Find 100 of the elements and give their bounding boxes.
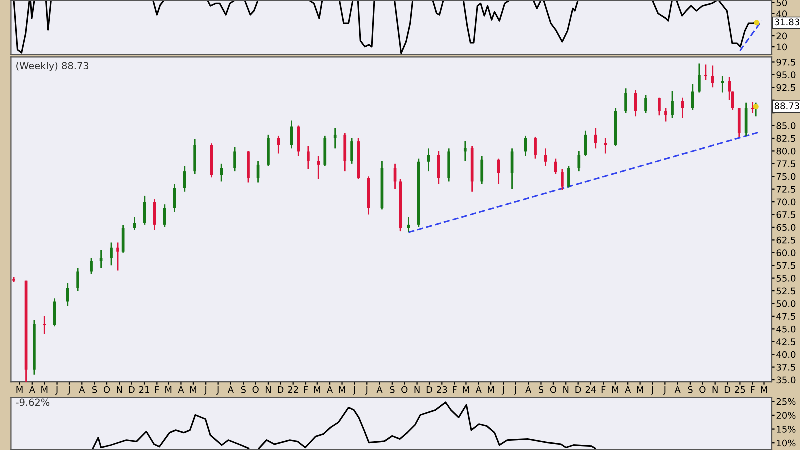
candlestick: [561, 168, 564, 192]
candlestick: [554, 158, 558, 175]
candlestick: [350, 138, 354, 165]
candlestick: [76, 267, 80, 292]
x-tick-label: 25: [735, 386, 746, 394]
x-tick-label: J: [651, 386, 654, 395]
candlestick: [671, 90, 674, 119]
y-tick-label: 45.0: [776, 326, 796, 333]
annotation: 88.73: [774, 102, 800, 110]
candlestick: [644, 94, 648, 114]
candlestick: [66, 282, 70, 307]
x-tick-label: J: [216, 386, 219, 395]
y-tick-label: 10: [777, 44, 788, 51]
x-tick-label: O: [550, 386, 557, 394]
candlestick: [658, 97, 661, 116]
x-tick-label: 22: [288, 386, 298, 394]
x-tick-label: D: [129, 386, 135, 394]
candlestick: [497, 158, 500, 185]
y-tick-label: 50: [776, 0, 788, 6]
x-tick-label: J: [204, 386, 207, 395]
x-tick-label: N: [712, 386, 718, 394]
y-tick-label: 20: [776, 32, 788, 40]
y-tick-label: 57.5: [776, 262, 796, 270]
x-tick-label: O: [700, 386, 706, 394]
x-tick-label: D: [576, 386, 582, 394]
y-tick-label: 60.0: [776, 250, 796, 256]
x-tick-label: J: [502, 386, 504, 395]
x-tick-label: A: [29, 386, 36, 394]
y-tick-label: 55.0: [776, 275, 796, 282]
candlestick: [220, 163, 224, 182]
y-tick-label: 50.0: [776, 300, 796, 308]
x-tick-label: 24: [586, 386, 596, 394]
y-tick-label: 85.0: [776, 122, 796, 130]
candlestick: [234, 146, 236, 172]
candlestick: [437, 150, 440, 185]
y-tick-label: 92.5: [776, 84, 796, 92]
candlestick: [711, 65, 714, 88]
x-tick-label: S: [390, 386, 395, 394]
x-tick-label: A: [376, 386, 383, 394]
candlestick: [90, 257, 93, 275]
x-tick-label: S: [92, 386, 98, 394]
y-tick-label: 47.5: [776, 313, 796, 320]
x-tick-label: O: [104, 386, 110, 394]
y-tick-label: 72.5: [776, 186, 796, 193]
y-tick-label: 70.0: [776, 198, 796, 206]
candlestick: [698, 63, 701, 94]
candlestick: [277, 135, 280, 154]
candlestick: [578, 150, 581, 172]
x-tick-label: 23: [437, 386, 448, 394]
x-tick-label: M: [314, 386, 320, 394]
x-tick-label: M: [612, 386, 618, 394]
y-tick-label: 35.0: [776, 376, 796, 384]
candlestick: [144, 195, 146, 226]
candlestick: [116, 242, 120, 272]
candlestick: [43, 316, 46, 335]
x-tick-label: M: [637, 386, 644, 394]
candlestick: [568, 166, 570, 189]
candlestick: [334, 128, 337, 150]
x-tick-label: D: [426, 386, 432, 394]
x-tick-label: J: [663, 386, 666, 395]
x-tick-label: J: [353, 386, 356, 395]
candlestick: [183, 166, 186, 193]
x-tick-label: F: [155, 386, 160, 394]
x-tick-label: M: [42, 386, 48, 394]
y-tick-label: 95.0: [776, 72, 796, 79]
y-tick-label: 20%: [776, 412, 796, 420]
annotation: 31.83: [774, 18, 800, 26]
x-tick-label: 21: [139, 386, 150, 394]
x-tick-label: F: [602, 386, 606, 394]
x-tick-label: A: [625, 386, 632, 394]
y-tick-label: 37.5: [776, 364, 796, 371]
candlestick: [604, 138, 608, 154]
y-tick-label: 82.5: [776, 135, 796, 142]
chart-title: -9.62%: [16, 398, 50, 406]
x-tick-label: N: [414, 386, 420, 394]
x-tick-label: J: [365, 386, 368, 395]
candlestick: [317, 156, 320, 180]
candlestick: [594, 128, 598, 150]
candlestick: [480, 156, 484, 185]
x-tick-label: F: [751, 386, 755, 394]
candlestick: [584, 130, 588, 157]
x-tick-label: M: [190, 386, 196, 394]
candlestick: [464, 140, 467, 162]
y-tick-label: 42.5: [776, 338, 796, 346]
x-tick-label: F: [453, 386, 457, 394]
x-tick-label: M: [339, 386, 346, 394]
x-tick-label: S: [241, 386, 246, 394]
x-tick-label: A: [526, 386, 532, 394]
x-tick-label: D: [724, 386, 730, 394]
y-tick-label: 80.0: [776, 148, 796, 155]
x-tick-label: A: [228, 386, 234, 394]
x-tick-label: M: [166, 386, 172, 394]
y-tick-label: 65.0: [776, 224, 796, 232]
x-tick-label: N: [564, 386, 569, 394]
x-tick-label: A: [327, 386, 334, 394]
x-tick-label: J: [514, 386, 516, 395]
x-tick-label: S: [688, 386, 693, 394]
x-tick-label: F: [304, 386, 308, 394]
y-tick-label: 15%: [777, 426, 796, 433]
x-tick-label: N: [266, 386, 271, 394]
